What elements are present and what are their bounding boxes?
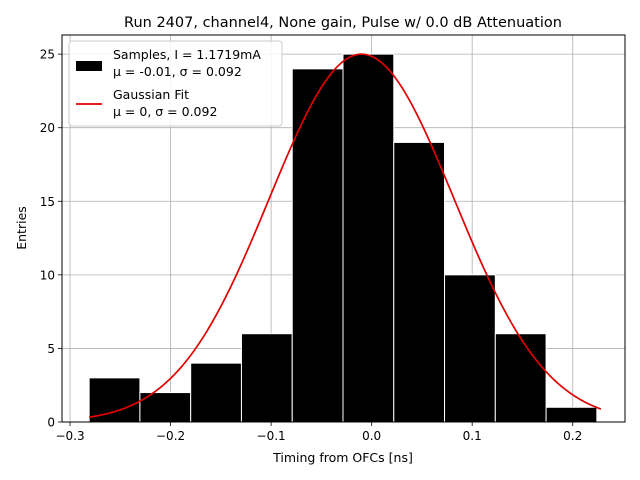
legend-samples-stats: μ = -0.01, σ = 0.092 — [113, 64, 242, 79]
histogram-bar — [393, 141, 446, 423]
y-tick-label: 20 — [40, 121, 55, 135]
histogram-bar — [190, 362, 242, 423]
legend-samples-swatch — [76, 61, 102, 71]
chart-title: Run 2407, channel4, None gain, Pulse w/ … — [124, 15, 562, 31]
y-tick-label: 0 — [47, 416, 55, 430]
x-axis-ticks: −0.3 −0.2 −0.1 0.0 0.1 0.2 — [55, 422, 582, 443]
legend-samples-label: Samples, I = 1.1719mA — [113, 47, 261, 62]
histogram-bar — [88, 377, 141, 423]
histogram-bar — [444, 274, 496, 423]
histogram-bar — [291, 68, 344, 423]
y-axis-label: Entries — [14, 206, 29, 250]
histogram-bar — [342, 53, 395, 423]
x-tick-label: 0.2 — [563, 429, 582, 443]
x-tick-label: −0.1 — [257, 429, 286, 443]
gaussian-fit-curve — [89, 53, 602, 419]
histogram-bar — [545, 406, 598, 423]
y-tick-label: 25 — [40, 48, 55, 62]
legend: Samples, I = 1.1719mA μ = -0.01, σ = 0.0… — [68, 40, 283, 127]
y-tick-label: 15 — [40, 195, 55, 209]
y-axis-ticks: 0 5 10 15 20 25 — [40, 48, 62, 430]
legend-box — [68, 40, 283, 127]
histogram-bars — [88, 53, 598, 423]
x-tick-label: 0.0 — [362, 429, 381, 443]
y-tick-label: 10 — [40, 268, 55, 282]
histogram-bar — [240, 333, 293, 423]
x-axis-label: Timing from OFCs [ns] — [272, 450, 413, 465]
histogram-bar — [494, 333, 547, 423]
x-tick-label: 0.1 — [463, 429, 482, 443]
plot-frame — [61, 34, 626, 423]
histogram-bar — [139, 392, 192, 423]
x-tick-label: −0.2 — [156, 429, 185, 443]
x-tick-label: −0.3 — [55, 429, 84, 443]
legend-fit-label: Gaussian Fit — [113, 87, 189, 102]
legend-fit-stats: μ = 0, σ = 0.092 — [113, 104, 217, 119]
y-tick-label: 5 — [47, 342, 55, 356]
